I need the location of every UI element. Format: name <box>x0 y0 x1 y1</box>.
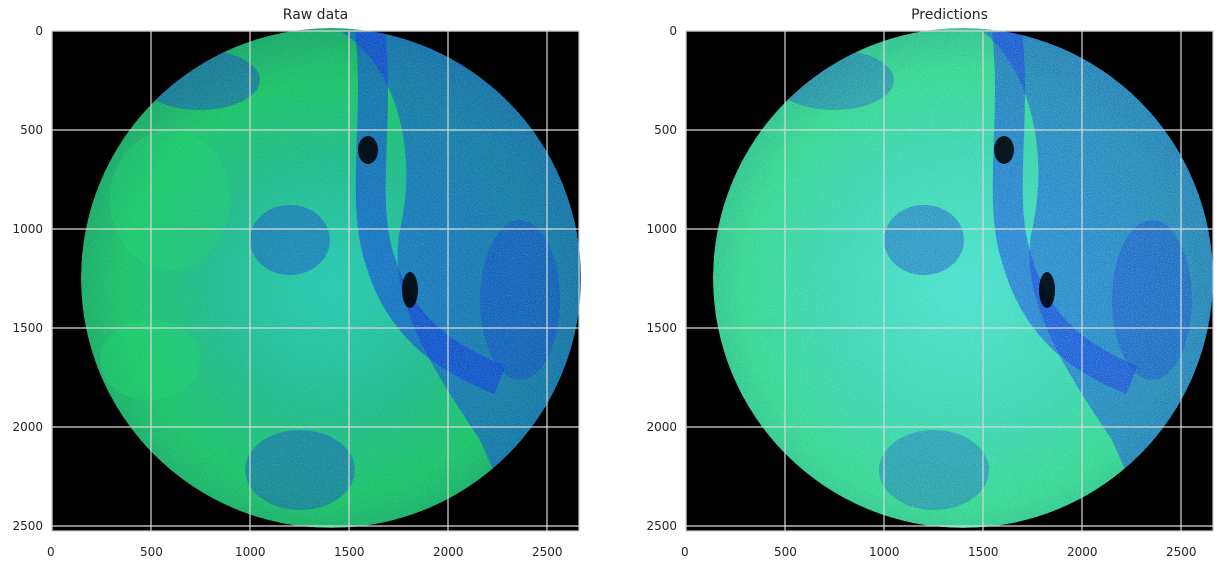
predictions-panel: Predictions <box>612 0 1223 569</box>
x-tick-label: 2000 <box>1067 545 1098 559</box>
y-tick-label: 500 <box>654 123 677 137</box>
y-tick-label: 1500 <box>646 321 677 335</box>
y-tick-label: 2500 <box>12 519 43 533</box>
predictions-plot <box>685 28 1214 532</box>
x-tick-label: 500 <box>140 545 163 559</box>
raw-data-panel: Raw data <box>12 7 581 559</box>
raw-data-title: Raw data <box>282 7 349 23</box>
x-tick-label: 0 <box>681 545 689 559</box>
y-tick-label: 2500 <box>646 519 677 533</box>
x-tick-label: 1500 <box>968 545 999 559</box>
x-tick-label: 1000 <box>869 545 900 559</box>
x-tick-label: 1500 <box>334 545 365 559</box>
x-tick-label: 500 <box>774 545 797 559</box>
tissue-core-image <box>713 28 1213 528</box>
x-tick-label: 1000 <box>235 545 266 559</box>
y-tick-label: 2000 <box>12 420 43 434</box>
plot-frame <box>685 30 1214 532</box>
y-tick-label: 1500 <box>12 321 43 335</box>
x-tick-label: 2500 <box>532 545 563 559</box>
predictions-title: Predictions <box>911 7 988 23</box>
y-tick-label: 1000 <box>646 222 677 236</box>
plot-frame <box>51 30 580 532</box>
raw-data-plot <box>51 28 581 532</box>
y-tick-label: 0 <box>35 24 43 38</box>
x-tick-label: 2500 <box>1166 545 1197 559</box>
y-tick-label: 500 <box>20 123 43 137</box>
y-tick-label: 2000 <box>646 420 677 434</box>
y-tick-label: 0 <box>669 24 677 38</box>
x-tick-label: 0 <box>47 545 55 559</box>
x-tick-label: 2000 <box>433 545 464 559</box>
y-tick-label: 1000 <box>12 222 43 236</box>
tissue-core-image <box>81 28 581 528</box>
